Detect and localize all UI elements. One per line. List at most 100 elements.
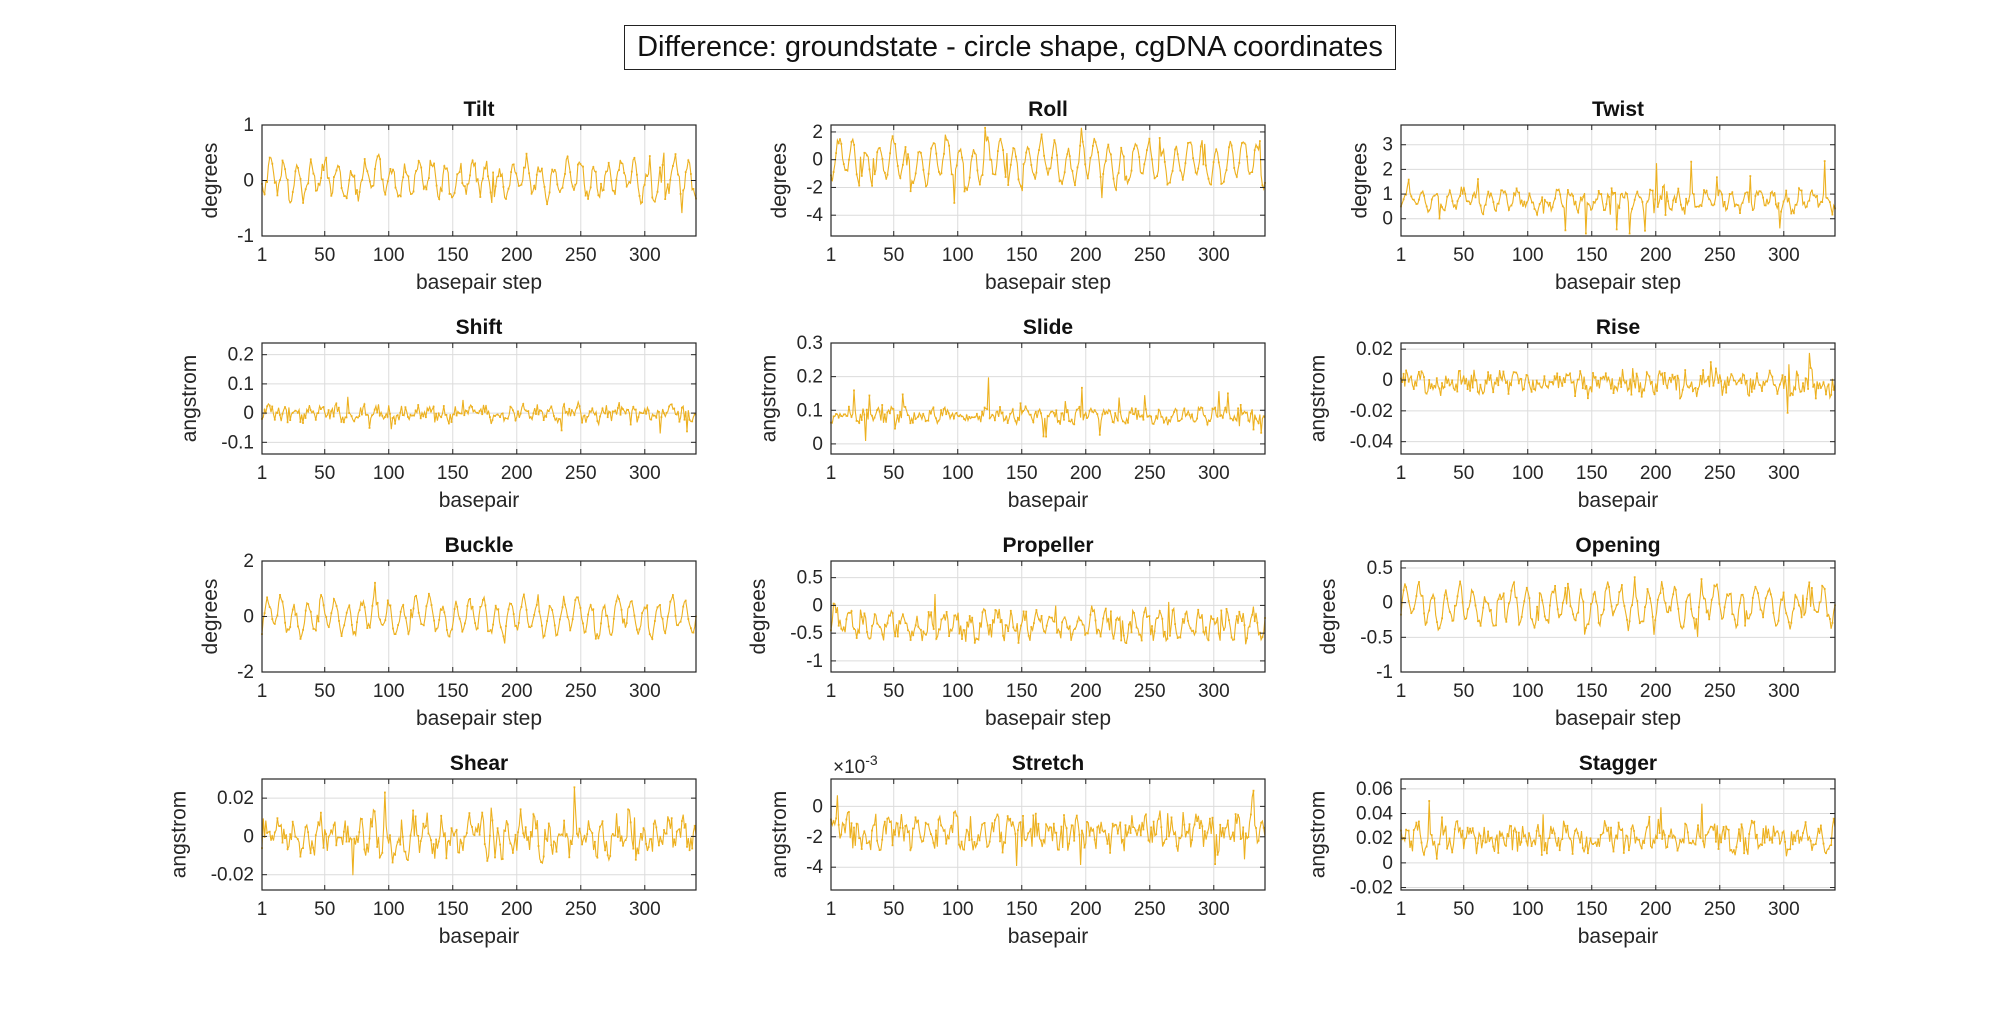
data-point: [583, 835, 586, 837]
data-point: [469, 598, 471, 600]
series-line: [261, 787, 697, 876]
data-point: [404, 171, 407, 174]
data-point: [450, 827, 453, 830]
data-point: [524, 826, 527, 829]
data-point: [368, 427, 371, 429]
axes-box: [830, 124, 1266, 237]
data-point: [445, 414, 448, 416]
x-tick-label: 200: [1070, 463, 1102, 484]
data-point: [1756, 372, 1758, 375]
data-point: [1198, 408, 1201, 411]
data-point: [494, 415, 496, 417]
data-point: [675, 830, 678, 833]
data-point: [1217, 632, 1220, 635]
y-tick-label: -0.02: [1350, 878, 1393, 899]
data-point: [1830, 844, 1833, 846]
data-point: [1723, 201, 1726, 203]
data-point: [335, 605, 338, 607]
data-point: [1528, 381, 1530, 384]
data-point: [1494, 382, 1497, 385]
data-point: [1793, 212, 1795, 214]
data-point: [494, 185, 497, 188]
data-point: [1674, 588, 1677, 591]
data-point: [645, 412, 647, 415]
y-tick-label: 0.02: [1356, 339, 1393, 360]
data-point: [1230, 636, 1233, 639]
data-point: [1225, 169, 1228, 171]
data-point: [1740, 382, 1743, 385]
data-point: [325, 415, 327, 418]
data-point: [612, 189, 615, 192]
subplot-title: Rise: [1596, 316, 1640, 339]
data-point: [1479, 624, 1482, 627]
data-point: [1710, 598, 1713, 601]
data-point: [1505, 193, 1508, 196]
data-point: [1654, 619, 1657, 622]
data-point: [1255, 417, 1257, 420]
data-point: [1651, 381, 1653, 383]
data-point: [1569, 194, 1572, 197]
data-point: [1420, 841, 1423, 844]
data-point: [499, 416, 501, 418]
data-point: [677, 624, 679, 627]
data-point: [348, 840, 350, 843]
data-point: [348, 604, 351, 607]
data-point: [345, 416, 348, 419]
data-point: [848, 811, 850, 813]
data-point: [925, 633, 927, 636]
y-tick-label: 0.1: [228, 374, 254, 395]
data-point: [604, 849, 606, 852]
data-point: [1818, 601, 1821, 604]
data-point: [1754, 586, 1757, 588]
data-point: [464, 185, 466, 188]
data-point: [1709, 825, 1712, 828]
data-point: [835, 817, 837, 820]
data-point: [337, 406, 340, 409]
data-point: [919, 836, 922, 839]
data-point: [1795, 596, 1798, 599]
data-point: [363, 606, 366, 609]
data-point: [692, 188, 695, 190]
data-point: [1235, 615, 1238, 617]
y-tick-label: 1: [243, 115, 254, 136]
data-point: [1608, 196, 1610, 198]
data-point: [1713, 584, 1716, 587]
x-tick-label: 50: [314, 463, 335, 484]
data-point: [1608, 586, 1610, 588]
data-point: [1229, 838, 1232, 840]
data-point: [561, 606, 564, 609]
data-point: [1767, 590, 1770, 593]
subplot-title: Shift: [456, 316, 503, 339]
data-point: [1134, 407, 1137, 410]
data-point: [1220, 609, 1223, 612]
data-point: [1418, 371, 1420, 373]
data-point: [1768, 369, 1771, 372]
data-point: [1513, 581, 1515, 584]
data-point: [865, 842, 868, 845]
data-point: [617, 836, 619, 838]
data-point: [1482, 213, 1485, 216]
data-point: [281, 412, 284, 415]
data-point: [1685, 600, 1687, 603]
data-point: [1661, 838, 1664, 840]
data-point: [611, 410, 614, 413]
data-point: [281, 841, 284, 844]
data-point: [989, 158, 992, 161]
y-tick-label: 0: [1382, 853, 1393, 874]
data-point: [1674, 376, 1676, 378]
data-point: [1567, 582, 1569, 585]
data-point: [330, 194, 333, 197]
data-point: [927, 611, 930, 613]
data-point: [1546, 385, 1548, 388]
data-point: [1492, 391, 1495, 394]
data-point: [461, 182, 464, 184]
data-point: [1073, 423, 1076, 426]
data-point: [991, 822, 994, 825]
data-point: [1605, 203, 1608, 205]
data-point: [1822, 842, 1825, 845]
data-point: [430, 839, 432, 842]
data-point: [340, 836, 343, 839]
data-point: [1513, 192, 1515, 195]
data-point: [932, 841, 935, 844]
